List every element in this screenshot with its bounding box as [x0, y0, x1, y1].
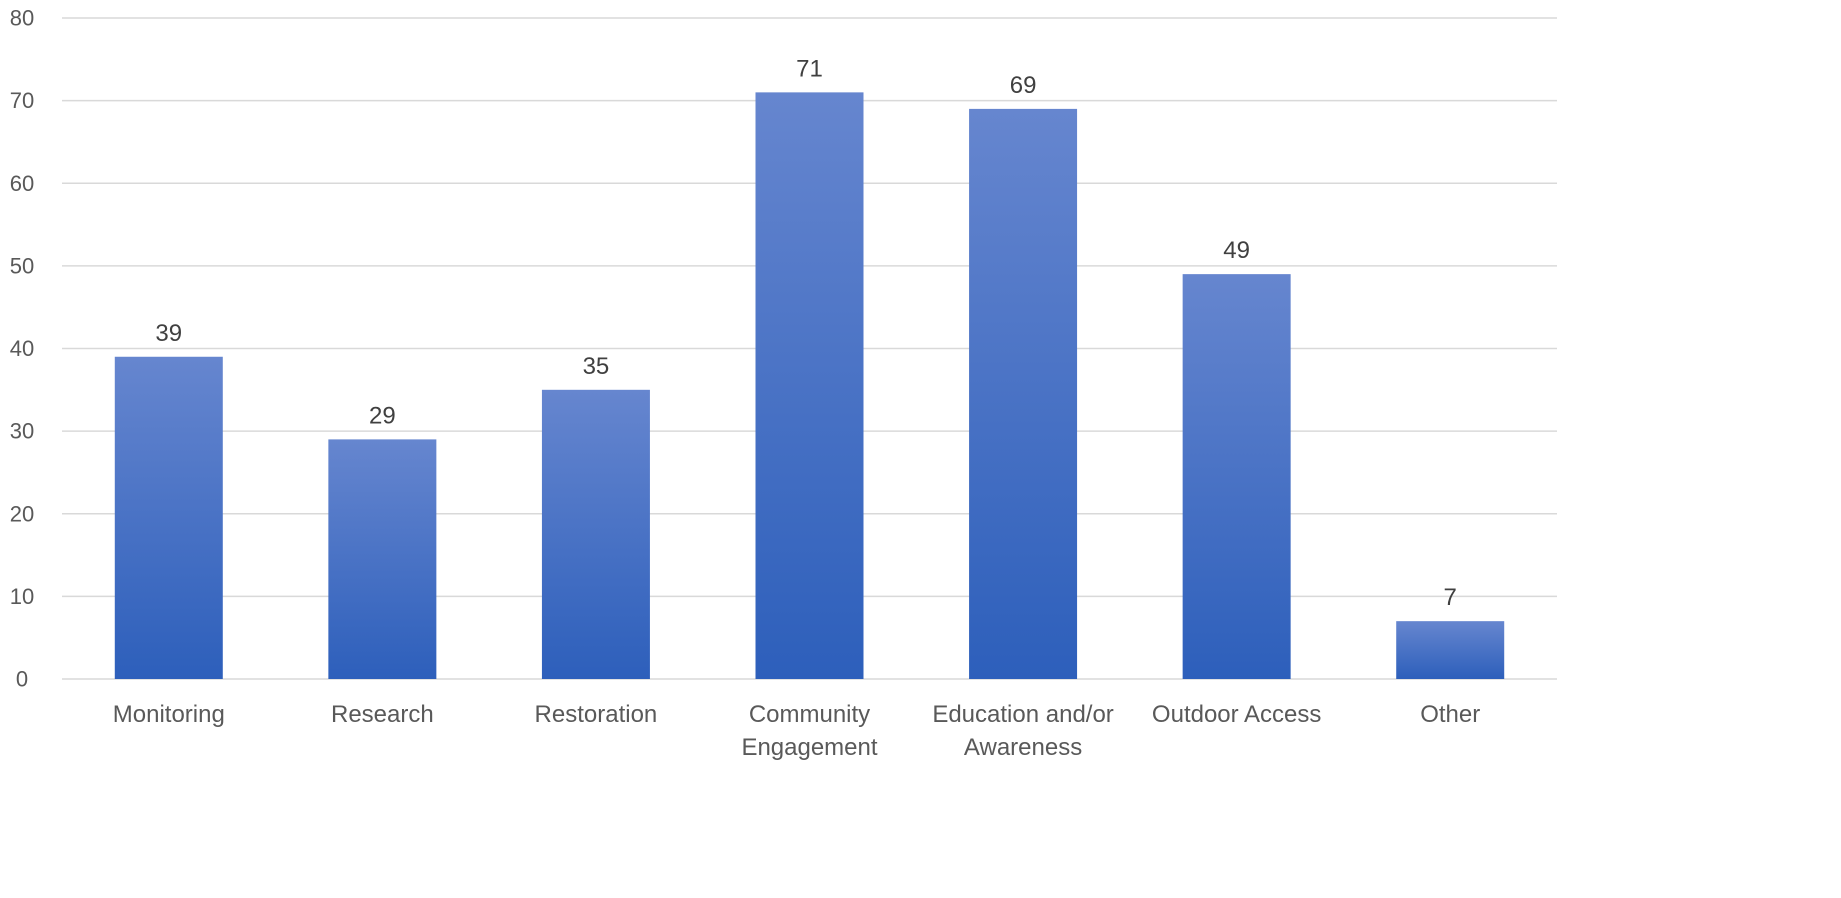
- x-tick-label: Community: [749, 701, 870, 728]
- y-tick-label: 70: [10, 88, 34, 113]
- bar: [969, 108, 1078, 679]
- x-tick-label: Education and/or: [932, 701, 1113, 728]
- x-tick-label: Outdoor Access: [1152, 701, 1321, 728]
- y-tick-label: 80: [10, 6, 34, 31]
- x-tick-label: Restoration: [535, 701, 658, 728]
- x-tick-label: Research: [331, 701, 434, 728]
- bar: [755, 92, 864, 680]
- data-label: 7: [1444, 584, 1457, 611]
- data-label: 39: [155, 320, 182, 347]
- bar: [114, 356, 223, 679]
- data-label: 49: [1223, 237, 1250, 264]
- data-label: 35: [583, 353, 610, 380]
- x-axis-tick-labels: Monitoring Research Restoration Community En…: [113, 701, 1480, 761]
- bars: [114, 92, 1505, 680]
- y-tick-label: 10: [10, 584, 34, 609]
- y-tick-label: 50: [10, 253, 34, 278]
- y-tick-label: 60: [10, 171, 34, 196]
- data-label: 71: [796, 55, 823, 82]
- data-labels: 39 29 35 71 69 49 7: [155, 55, 1456, 611]
- data-label: 69: [1010, 72, 1037, 99]
- bar: [328, 439, 437, 679]
- data-label: 29: [369, 402, 396, 429]
- x-tick-label: Awareness: [964, 734, 1082, 761]
- y-tick-label: 0: [16, 667, 28, 692]
- y-axis-tick-labels: 0 10 20 30 40 50 60 70 80: [10, 6, 34, 692]
- y-tick-label: 30: [10, 419, 34, 444]
- x-tick-label: Monitoring: [113, 701, 225, 728]
- y-tick-label: 20: [10, 501, 34, 526]
- y-tick-label: 40: [10, 336, 34, 361]
- x-tick-label: Other: [1420, 701, 1480, 728]
- bar: [541, 389, 650, 679]
- x-tick-label: Engagement: [741, 734, 877, 761]
- bar: [1182, 274, 1291, 679]
- bar: [1396, 621, 1505, 679]
